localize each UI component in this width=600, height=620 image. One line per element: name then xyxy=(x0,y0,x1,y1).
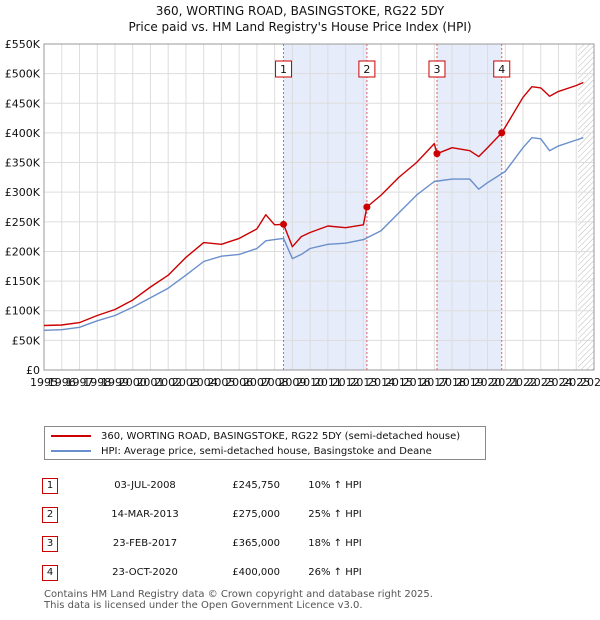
footer-copyright: Contains HM Land Registry data © Crown c… xyxy=(44,589,433,600)
chart-title-line1: 360, WORTING ROAD, BASINGSTOKE, RG22 5DY xyxy=(156,4,445,18)
footer: Contains HM Land Registry data © Crown c… xyxy=(44,589,433,611)
legend-item-hpi: HPI: Average price, semi-detached house,… xyxy=(51,444,432,459)
x-tick-label: 2015 xyxy=(385,376,413,389)
shaded-period xyxy=(283,44,367,370)
y-tick-label: £250K xyxy=(5,216,41,229)
sale-date: 23-OCT-2020 xyxy=(112,567,178,578)
legend-swatch-property xyxy=(51,435,91,437)
sale-hpi-change: 26% ↑ HPI xyxy=(308,567,362,578)
footer-licence: This data is licensed under the Open Gov… xyxy=(44,600,363,611)
sale-price: £275,000 xyxy=(232,509,280,520)
sale-number-box xyxy=(493,60,511,78)
y-tick-label: £550K xyxy=(5,38,41,51)
property-price-line xyxy=(43,81,584,327)
legend-label-hpi: HPI: Average price, semi-detached house,… xyxy=(101,446,432,457)
sale-number-box xyxy=(428,60,446,78)
sale-number-label: 3 xyxy=(433,63,440,76)
sale-price: £365,000 xyxy=(232,538,280,549)
y-tick-label: £0 xyxy=(26,364,40,377)
sale-price: £245,750 xyxy=(232,480,280,491)
x-tick-label: 2018 xyxy=(438,376,466,389)
sale-number-badge: 3 xyxy=(42,535,58,552)
y-tick-label: £100K xyxy=(5,305,41,318)
x-tick-label: 2014 xyxy=(367,376,395,389)
x-tick-label: 2024 xyxy=(545,376,573,389)
chart-title-line2: Price paid vs. HM Land Registry's House … xyxy=(128,20,471,34)
sale-number-label: 4 xyxy=(498,63,505,76)
x-tick-label: 2008 xyxy=(261,376,289,389)
x-tick-label: 2010 xyxy=(296,376,324,389)
legend-label-property: 360, WORTING ROAD, BASINGSTOKE, RG22 5DY… xyxy=(101,431,461,442)
sale-hpi-change: 25% ↑ HPI xyxy=(308,509,362,520)
x-tick-label: 2011 xyxy=(314,376,342,389)
x-tick-label: 2000 xyxy=(119,376,147,389)
x-tick-label: 2017 xyxy=(420,376,448,389)
x-tick-label: 2023 xyxy=(527,376,555,389)
sale-number-label: 2 xyxy=(363,63,370,76)
y-tick-label: £50K xyxy=(12,334,41,347)
sale-number-badge: 1 xyxy=(42,477,58,494)
sale-number-box xyxy=(358,60,376,78)
x-tick-label: 2016 xyxy=(403,376,431,389)
x-tick-label: 2012 xyxy=(332,376,360,389)
plot-area: £0 £50K £100K £150K £200K £250K £300K £350K £400… xyxy=(5,38,600,389)
x-tick-label: 2007 xyxy=(243,376,271,389)
sale-date: 23-FEB-2017 xyxy=(112,538,178,549)
price-chart: 360, WORTING ROAD, BASINGSTOKE, RG22 5DY… xyxy=(5,4,600,389)
x-tick-label: 2019 xyxy=(456,376,484,389)
sale-price: £400,000 xyxy=(232,567,280,578)
x-tick-label: 2020 xyxy=(474,376,502,389)
x-tick-label: 2026 xyxy=(580,376,600,389)
y-tick-label: £150K xyxy=(5,275,41,288)
sale-point xyxy=(363,203,371,211)
x-tick-label: 2021 xyxy=(491,376,519,389)
x-tick-label: 1995 xyxy=(30,376,58,389)
sale-number-badge: 2 xyxy=(42,506,58,523)
sale-hpi-change: 10% ↑ HPI xyxy=(308,480,362,491)
forecast-hatch xyxy=(578,44,594,370)
plot-border xyxy=(43,43,595,371)
sale-point xyxy=(498,129,506,137)
sale-number-box xyxy=(275,60,293,78)
sale-date: 14-MAR-2013 xyxy=(111,509,179,520)
x-tick-label: 2013 xyxy=(349,376,377,389)
y-tick-label: £200K xyxy=(5,245,41,258)
sale-point xyxy=(280,220,288,228)
sale-number-label: 1 xyxy=(280,63,287,76)
x-tick-label: 1999 xyxy=(101,376,129,389)
legend-swatch-hpi xyxy=(51,450,91,452)
table-row: 1 03-JUL-2008 £245,750 10% ↑ HPI xyxy=(42,471,390,500)
table-row: 3 23-FEB-2017 £365,000 18% ↑ HPI xyxy=(42,529,390,558)
x-tick-label: 2003 xyxy=(172,376,200,389)
x-tick-label: 2009 xyxy=(278,376,306,389)
sale-hpi-change: 18% ↑ HPI xyxy=(308,538,362,549)
x-tick-label: 2006 xyxy=(225,376,253,389)
legend-item-property: 360, WORTING ROAD, BASINGSTOKE, RG22 5DY… xyxy=(51,429,460,444)
x-tick-label: 1998 xyxy=(83,376,111,389)
sale-point xyxy=(433,150,441,158)
sale-date: 03-JUL-2008 xyxy=(114,480,176,491)
x-tick-label: 2022 xyxy=(509,376,537,389)
x-tick-label: 2025 xyxy=(562,376,590,389)
y-tick-label: £450K xyxy=(5,97,41,110)
table-row: 2 14-MAR-2013 £275,000 25% ↑ HPI xyxy=(42,500,390,529)
sales-table: 1 03-JUL-2008 £245,750 10% ↑ HPI 2 14-MA… xyxy=(42,471,390,587)
x-tick-label: 1996 xyxy=(48,376,76,389)
y-tick-label: £400K xyxy=(5,127,41,140)
x-tick-label: 2004 xyxy=(190,376,218,389)
x-tick-label: 1997 xyxy=(65,376,93,389)
x-tick-label: 2002 xyxy=(154,376,182,389)
table-row: 4 23-OCT-2020 £400,000 26% ↑ HPI xyxy=(42,558,390,587)
chart-legend: 360, WORTING ROAD, BASINGSTOKE, RG22 5DY… xyxy=(44,426,486,460)
hpi-line xyxy=(43,136,584,331)
y-tick-label: £300K xyxy=(5,186,41,199)
sale-number-badge: 4 xyxy=(42,564,58,581)
x-tick-label: 2005 xyxy=(207,376,235,389)
y-tick-label: £350K xyxy=(5,157,41,170)
y-tick-label: £500K xyxy=(5,68,41,81)
x-tick-label: 2001 xyxy=(136,376,164,389)
